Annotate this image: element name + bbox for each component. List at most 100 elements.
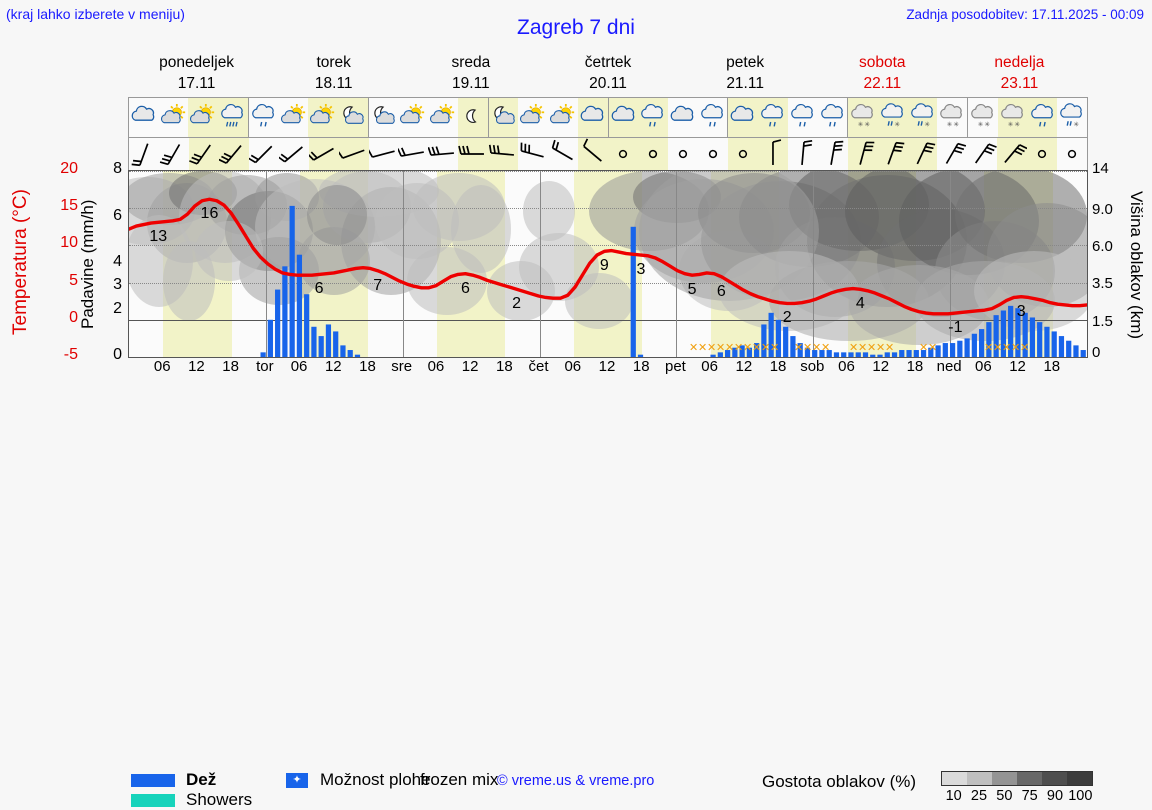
meteogram-plot: ✕ ✕ ✕ ✕ ✕ ✕ ✕ ✕ ✕ ✕ ✕ ✕ ✕ ✕ ✕ ✕ ✕ ✕ ✕ ✕ ✕ ✕ ✕ ✕ ✕ ✕ 13 16 6 7 2 6 3 9 5 6 2 4… (128, 170, 1088, 358)
day-name: torek (316, 54, 351, 71)
svg-text:✕: ✕ (1020, 341, 1029, 354)
weather-icon-suncloud (548, 98, 578, 137)
temperature-point-label: 7 (373, 276, 383, 294)
svg-text:✳: ✳ (858, 120, 864, 128)
weather-icon-suncloud (428, 98, 458, 137)
weather-icon-drizzle (638, 98, 668, 137)
svg-text:✕: ✕ (770, 341, 779, 354)
x-axis-tick: 06 (290, 358, 308, 375)
wind-barb (188, 138, 219, 170)
wind-barb (488, 138, 519, 170)
wind-barb (367, 138, 399, 170)
shower-chance-swatch: ✦ (286, 773, 308, 788)
svg-text:✕: ✕ (689, 341, 698, 354)
day-name: četrtek (584, 54, 632, 71)
wind-barb (458, 138, 489, 170)
cloud-density-tick: 10 (945, 788, 962, 804)
cloud-height-axis-title: Višina oblakov (km) (1127, 190, 1146, 340)
day-name: sobota (859, 54, 906, 71)
gridline (129, 245, 1087, 247)
day-date: 23.11 (1000, 75, 1039, 92)
weather-icon-drizzle (1027, 98, 1058, 137)
star-icon: ✦ (292, 774, 302, 786)
cloud-density-tick: 25 (970, 788, 988, 804)
gridline (129, 208, 1087, 210)
temperature-tick: 5 (69, 271, 78, 289)
weather-icon-sleet: ✳ (877, 98, 908, 137)
temperature-curve (129, 197, 1087, 316)
cloud-density-step (1067, 772, 1092, 785)
svg-text:✕: ✕ (876, 341, 885, 354)
weather-icon-suncloud (279, 98, 309, 137)
day-name: petek (726, 54, 765, 71)
rain-legend-label: Dež (186, 770, 217, 789)
day-date: 21.11 (726, 75, 764, 92)
x-axis-tick: 06 (838, 358, 855, 375)
x-axis-tick: 06 (701, 358, 718, 375)
weather-icon-cloud (129, 98, 159, 137)
gridline (129, 282, 1087, 284)
cloud-density-colorbar (941, 771, 1093, 786)
temperature-point-label: 6 (460, 279, 470, 297)
temperature-point-label: 6 (716, 282, 726, 300)
wind-barb (877, 138, 908, 170)
location-menu-note: (kraj lahko izberete v meniju) (6, 6, 185, 22)
showers-swatch (131, 794, 175, 807)
day-name: sreda (451, 54, 491, 71)
wind-barb (668, 138, 698, 170)
precipitation-tick: 6 (113, 206, 122, 224)
svg-text:✕: ✕ (885, 341, 894, 354)
temperature-point-label: 13 (149, 228, 168, 246)
copyright-label: © vreme.us & vreme.pro (497, 773, 655, 789)
wind-barb (907, 138, 938, 170)
wind-barb (427, 138, 458, 170)
weather-icon-suncloud (398, 98, 428, 137)
day-date: 18.11 (314, 75, 353, 92)
day-divider (539, 171, 541, 357)
weather-icon-cloud (728, 98, 759, 137)
cloud-height-tick: 6.0 (1092, 238, 1113, 256)
x-axis-tick: 18 (906, 358, 924, 375)
day-column-petek: petek 21.11 (677, 52, 814, 96)
day-name: ponedeljek (159, 54, 235, 71)
svg-text:✕: ✕ (794, 341, 803, 354)
svg-text:✕: ✕ (707, 341, 716, 354)
day-divider (402, 171, 404, 357)
day-date: 20.11 (589, 75, 627, 92)
weather-icon-drizzle (788, 98, 818, 137)
day-divider (676, 171, 678, 357)
wind-barb (548, 138, 578, 170)
shower-chance-legend-label: Možnost plohe (320, 770, 431, 789)
x-axis-tick: 18 (1043, 358, 1061, 375)
svg-text:✕: ✕ (803, 341, 812, 354)
weather-icon-drizzle (698, 98, 729, 137)
svg-text:✳: ✳ (978, 120, 984, 128)
svg-text:✳: ✳ (1074, 120, 1080, 128)
wind-barb (847, 138, 878, 170)
temperature-tick: 15 (60, 197, 78, 215)
svg-text:✕: ✕ (734, 341, 743, 354)
weather-icon-drizzle (249, 98, 279, 137)
x-axis-tick: pet (664, 358, 686, 375)
day-date: 22.11 (863, 75, 902, 92)
cloud-height-tick: 1.5 (1092, 312, 1113, 330)
cloud-height-tick: 14 (1092, 160, 1109, 177)
weather-icon-moon (457, 98, 489, 137)
gridline (129, 171, 1087, 172)
svg-text:✕: ✕ (761, 341, 770, 354)
wind-barb (1027, 138, 1058, 170)
svg-text:✕: ✕ (919, 341, 928, 354)
precipitation-tick: 2 (113, 299, 122, 317)
x-axis-tick: tor (256, 358, 274, 375)
cloud-density-legend-label: Gostota oblakov (%) (762, 772, 917, 791)
precipitation-tick: 0 (113, 346, 122, 363)
temperature-tick: 10 (60, 234, 78, 252)
temperature-point-label: 6 (314, 280, 324, 298)
svg-text:✕: ✕ (1002, 341, 1011, 354)
temperature-point-label: -1 (948, 319, 963, 337)
weather-icon-suncloud (188, 98, 219, 137)
cloud-density-step (992, 772, 1017, 785)
day-column-četrtek: četrtek 20.11 (539, 52, 676, 96)
last-update-label: Zadnja posodobitev: 17.11.2025 - 00:09 (906, 7, 1144, 22)
x-axis-tick: 18 (632, 358, 650, 375)
